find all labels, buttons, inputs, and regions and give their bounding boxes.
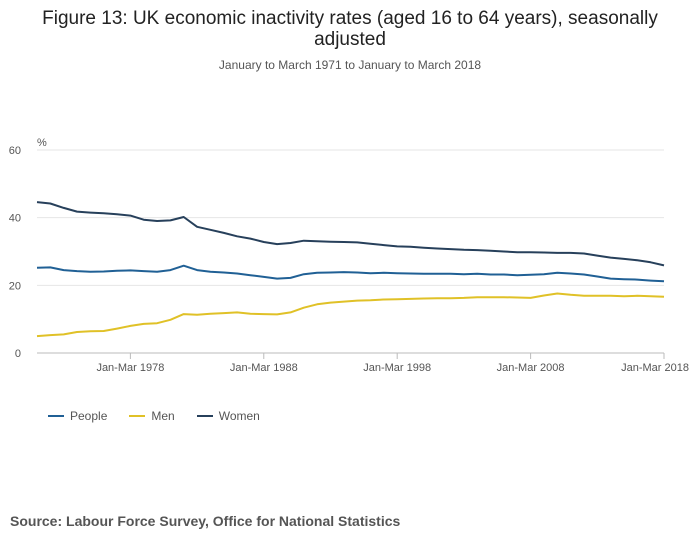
series-lines [36, 201, 665, 338]
y-axis-unit: % [37, 137, 47, 149]
y-tick-label: 0 [15, 348, 21, 360]
legend-item-people[interactable]: People [48, 409, 107, 423]
x-tick-label: Jan-Mar 2008 [497, 362, 565, 374]
legend-label: People [70, 409, 108, 423]
series-line-women [36, 201, 665, 267]
source-note: Source: Labour Force Survey, Office for … [10, 513, 401, 529]
series-line-people [36, 264, 665, 283]
line-chart: 0 20 40 60 Jan-Mar 1978 Jan-Mar 1988 Jan-Mar 1… [9, 137, 689, 374]
chart-subtitle: January to March 1971 to January to Marc… [218, 58, 482, 72]
grid-lines [37, 149, 664, 354]
y-tick-label: 40 [9, 213, 21, 225]
y-tick-label: 60 [9, 145, 21, 157]
axis-ticks: 0 20 40 60 Jan-Mar 1978 Jan-Mar 1988 Jan-Mar 1… [9, 145, 689, 374]
x-tick-label: Jan-Mar 1978 [96, 362, 164, 374]
legend-label: Women [218, 409, 260, 423]
legend: People Men Women [48, 409, 260, 423]
chart-title: Figure 13: UK economic inactivity rates … [42, 8, 658, 50]
x-tick-label: Jan-Mar 2018 [621, 362, 689, 374]
y-tick-label: 20 [9, 280, 21, 292]
x-tick-label: Jan-Mar 1998 [363, 362, 431, 374]
x-tick-label: Jan-Mar 1988 [230, 362, 298, 374]
legend-swatch [48, 415, 64, 417]
legend-swatch [196, 415, 213, 417]
legend-item-men[interactable]: Men [129, 409, 175, 423]
legend-label: Men [151, 409, 175, 423]
legend-swatch [129, 415, 146, 417]
legend-item-women[interactable]: Women [196, 409, 260, 423]
series-line-men [36, 292, 665, 338]
